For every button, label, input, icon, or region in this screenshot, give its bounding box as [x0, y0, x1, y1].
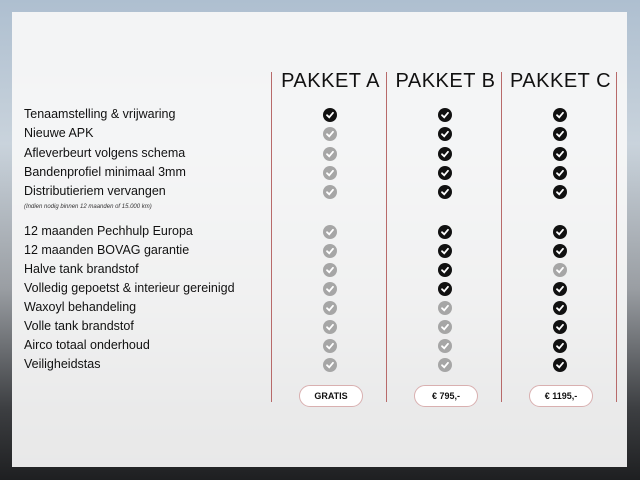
check-excluded-icon — [323, 320, 337, 334]
feature-label: Afleverbeurt volgens schema — [24, 146, 186, 160]
check-included-icon — [438, 147, 452, 161]
check-included-icon — [553, 301, 567, 315]
check-included-icon — [553, 282, 567, 296]
check-excluded-icon — [323, 225, 337, 239]
price-button[interactable]: GRATIS — [299, 385, 363, 407]
check-included-icon — [553, 185, 567, 199]
check-included-icon — [438, 166, 452, 180]
check-included-icon — [553, 225, 567, 239]
package-header: PAKKET C — [509, 70, 612, 92]
feature-label: Distributieriem vervangen — [24, 184, 166, 198]
check-included-icon — [553, 320, 567, 334]
feature-label: Waxoyl behandeling — [24, 300, 137, 314]
feature-label: Nieuwe APK — [24, 126, 94, 140]
check-excluded-icon — [438, 301, 452, 315]
package-header: PAKKET B — [395, 70, 496, 92]
check-included-icon — [438, 244, 452, 258]
check-excluded-icon — [438, 320, 452, 334]
feature-label: Volledig gepoetst & interieur gereinigd — [24, 281, 235, 295]
check-excluded-icon — [323, 339, 337, 353]
check-included-icon — [438, 282, 452, 296]
check-included-icon — [438, 127, 452, 141]
check-excluded-icon — [323, 358, 337, 372]
check-excluded-icon — [323, 244, 337, 258]
column-divider — [271, 72, 272, 402]
column-divider — [386, 72, 387, 402]
feature-label: Bandenprofiel minimaal 3mm — [24, 165, 186, 179]
package-header: PAKKET A — [281, 70, 380, 92]
check-excluded-icon — [323, 263, 337, 277]
feature-label: 12 maanden Pechhulp Europa — [24, 224, 193, 238]
check-included-icon — [438, 108, 452, 122]
check-included-icon — [553, 358, 567, 372]
price-button[interactable]: € 1195,- — [529, 385, 593, 407]
feature-label: Halve tank brandstof — [24, 262, 139, 276]
column-divider — [616, 72, 617, 402]
check-included-icon — [553, 166, 567, 180]
check-excluded-icon — [323, 282, 337, 296]
check-excluded-icon — [323, 301, 337, 315]
check-included-icon — [438, 185, 452, 199]
feature-label: Tenaamstelling & vrijwaring — [24, 107, 176, 121]
check-excluded-icon — [323, 166, 337, 180]
check-included-icon — [438, 225, 452, 239]
column-divider — [501, 72, 502, 402]
check-included-icon — [553, 108, 567, 122]
check-included-icon — [438, 263, 452, 277]
check-included-icon — [553, 244, 567, 258]
check-excluded-icon — [323, 147, 337, 161]
feature-label: 12 maanden BOVAG garantie — [24, 243, 190, 257]
check-included-icon — [553, 127, 567, 141]
check-excluded-icon — [323, 127, 337, 141]
footnote: (Indien nodig binnen 12 maanden of 15.00… — [24, 204, 152, 210]
check-excluded-icon — [553, 263, 567, 277]
check-excluded-icon — [438, 339, 452, 353]
check-included-icon — [323, 108, 337, 122]
check-included-icon — [553, 147, 567, 161]
check-included-icon — [553, 339, 567, 353]
feature-label: Volle tank brandstof — [24, 319, 134, 333]
feature-label: Veiligheidstas — [24, 357, 101, 371]
feature-label: Airco totaal onderhoud — [24, 338, 150, 352]
price-button[interactable]: € 795,- — [414, 385, 478, 407]
check-excluded-icon — [438, 358, 452, 372]
check-excluded-icon — [323, 185, 337, 199]
